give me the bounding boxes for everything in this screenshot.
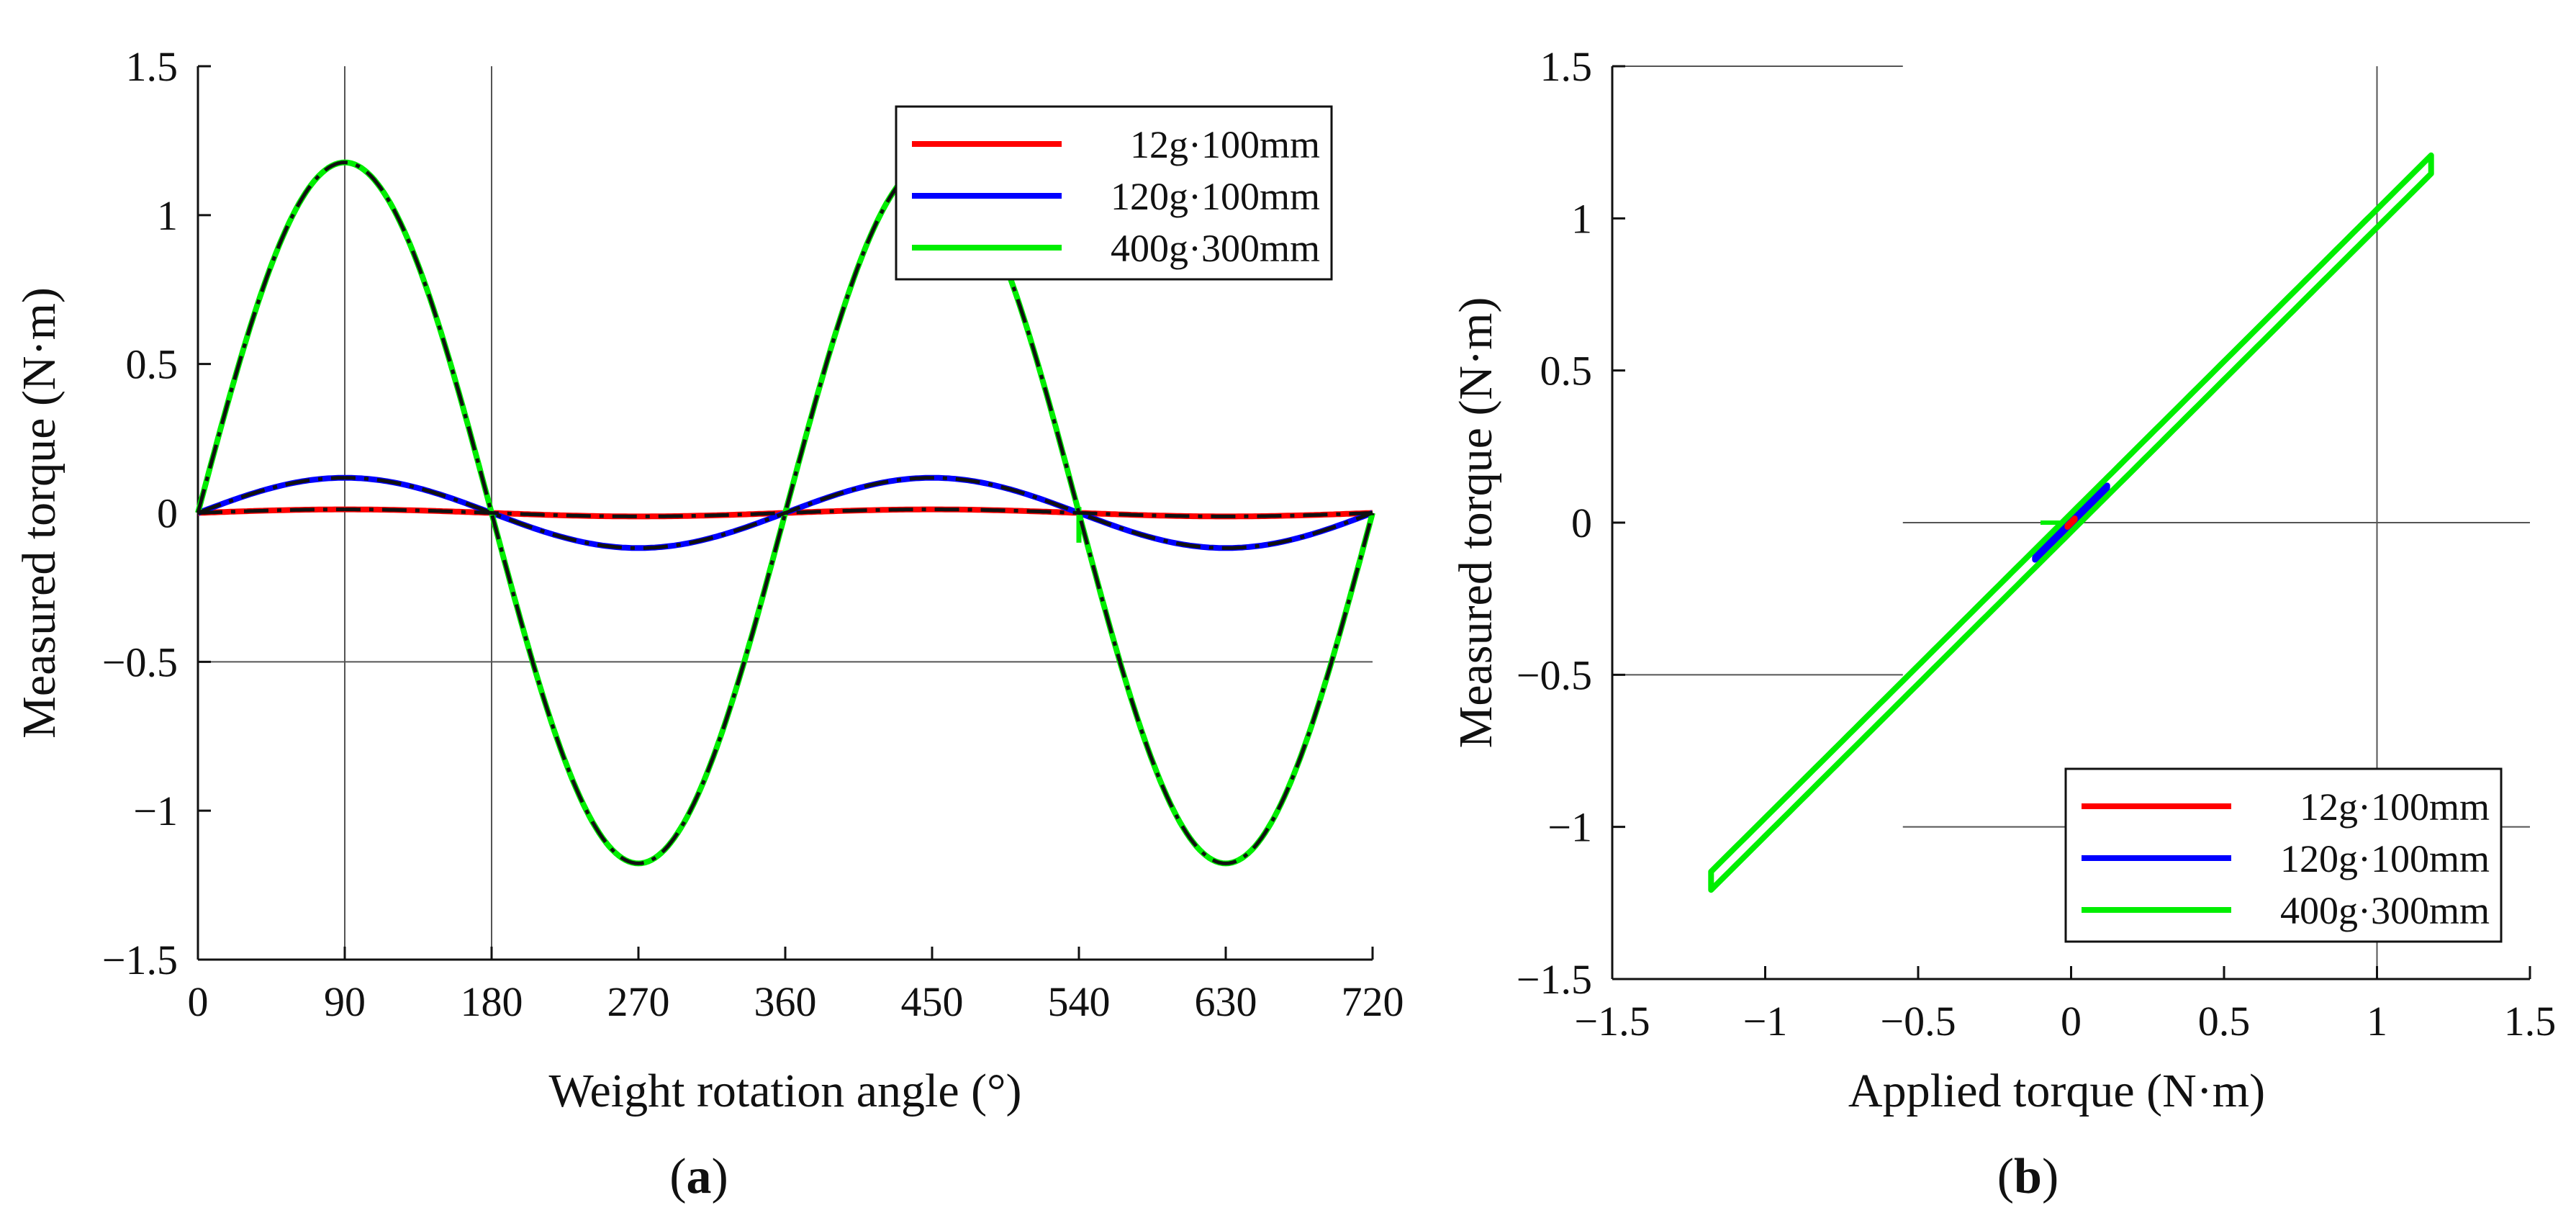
legend-label: 400g·300mm <box>2280 889 2490 932</box>
y-tick-label: 1 <box>157 192 178 239</box>
x-tick-label: 540 <box>1048 978 1111 1025</box>
y-tick-label: −1 <box>1547 804 1592 851</box>
x-tick-label: 0 <box>2061 998 2082 1045</box>
y-tick-label: −0.5 <box>1517 651 1592 698</box>
series-loop-12g·100mm <box>2064 515 2078 530</box>
reference-line-120g·100mm <box>197 476 1373 550</box>
x-tick-label: −1 <box>1743 998 1788 1045</box>
x-tick-label: 720 <box>1342 978 1404 1025</box>
x-tick-label: 0.5 <box>2198 998 2251 1045</box>
x-tick-label: 180 <box>461 978 523 1025</box>
panel-label-letter: b <box>2014 1149 2042 1204</box>
x-tick-label: −1.5 <box>1574 998 1650 1045</box>
y-axis-label: Measured torque (N·m) <box>13 287 65 739</box>
panel-label-b: (b) <box>1997 1149 2059 1204</box>
legend: 12g·100mm 120g·100mm 400g·300mm <box>895 105 1333 281</box>
x-axis-label: Applied torque (N·m) <box>1848 1065 2265 1117</box>
y-tick-label: 0 <box>1571 500 1592 546</box>
x-tick-label: 1.5 <box>2504 998 2557 1045</box>
legend-label: 120g·100mm <box>2280 837 2490 880</box>
panel-label-paren: ( <box>1997 1149 2014 1204</box>
panel-b: −1.5 −1 −0.5 0 0.5 1 1.5 −1.5 −1 −0.5 0 0.5 1 1.5 12g·… <box>1450 43 2556 1204</box>
legend-label: 400g·300mm <box>1111 227 1320 270</box>
x-tick-label: 90 <box>324 978 366 1025</box>
series-loop-400g·300mm <box>1708 152 2434 893</box>
panel-label-letter: a <box>687 1149 712 1204</box>
x-tick-label: 270 <box>607 978 670 1025</box>
y-tick-label: −1.5 <box>1517 956 1592 1003</box>
x-axis-label: Weight rotation angle (°) <box>548 1065 1021 1117</box>
y-tick-label: 0.5 <box>1540 348 1593 394</box>
reference-line-400g·300mm <box>196 161 1375 865</box>
panel-label-paren: ( <box>669 1149 686 1204</box>
x-tick-label: 630 <box>1195 978 1257 1025</box>
panel-label-a: (a) <box>669 1149 728 1204</box>
legend: 12g·100mm 120g·100mm 400g·300mm <box>2064 767 2503 943</box>
panel-a: 0 90 180 270 360 450 540 630 720 −1.5 −1 −0.5 0 0.5 1 1… <box>13 43 1404 1204</box>
x-tick-label: −0.5 <box>1880 998 1956 1045</box>
y-tick-label: −0.5 <box>102 639 178 685</box>
y-tick-label: 1.5 <box>1540 43 1593 90</box>
y-tick-label: 1 <box>1571 195 1592 242</box>
series-loop-120g·100mm <box>2032 482 2110 563</box>
y-tick-label: 0 <box>157 490 178 537</box>
panel-label-paren: ) <box>712 1149 728 1204</box>
legend-label: 12g·100mm <box>1130 123 1320 166</box>
y-tick-label: −1 <box>133 788 178 834</box>
y-axis-label: Measured torque (N·m) <box>1450 297 1502 749</box>
y-tick-label: −1.5 <box>102 937 178 983</box>
x-tick-label: 360 <box>754 978 817 1025</box>
x-tick-label: 450 <box>901 978 964 1025</box>
legend-label: 120g·100mm <box>1111 175 1320 218</box>
panel-label-paren: ) <box>2042 1149 2058 1204</box>
y-tick-label: 1.5 <box>126 43 178 90</box>
x-tick-label: 0 <box>188 978 209 1025</box>
x-tick-label: 1 <box>2367 998 2387 1045</box>
y-tick-label: 0.5 <box>126 341 178 388</box>
legend-label: 12g·100mm <box>2300 785 2490 829</box>
